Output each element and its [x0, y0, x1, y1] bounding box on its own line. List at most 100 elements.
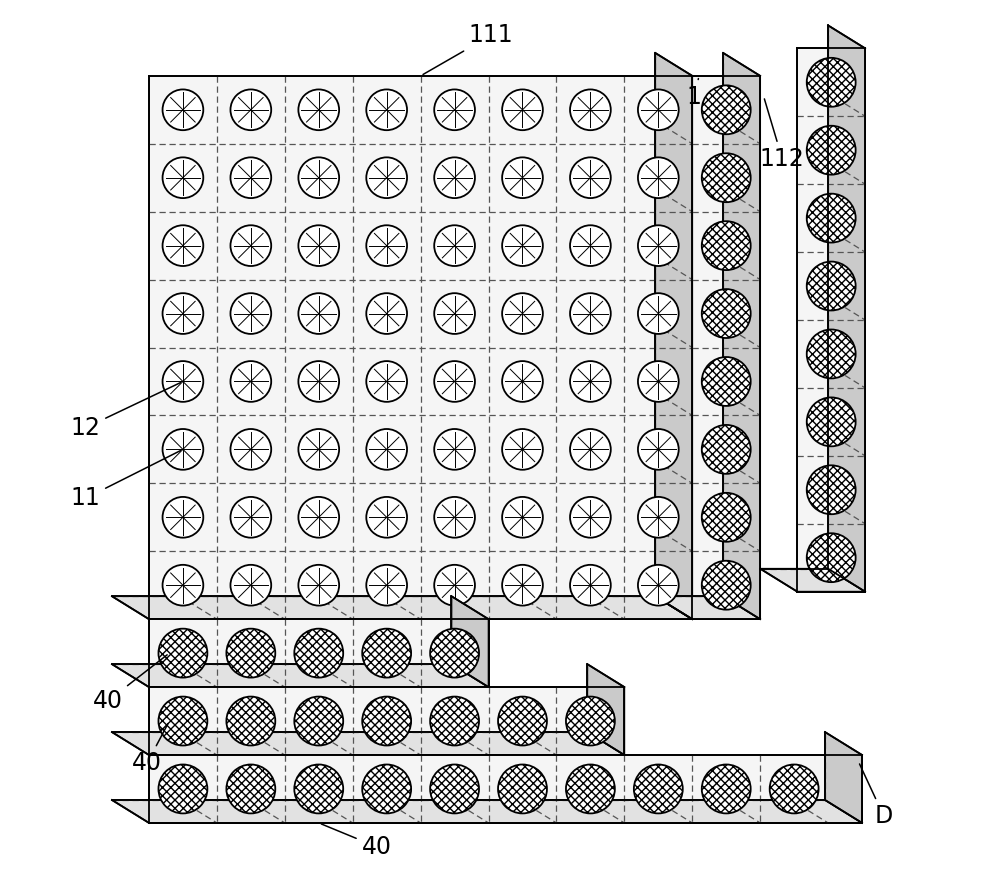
Ellipse shape [158, 765, 207, 813]
Ellipse shape [430, 697, 479, 745]
Ellipse shape [807, 58, 856, 107]
Ellipse shape [434, 225, 475, 266]
Ellipse shape [298, 89, 339, 131]
Polygon shape [723, 53, 760, 619]
Ellipse shape [362, 697, 411, 745]
Text: 112: 112 [760, 99, 805, 171]
Ellipse shape [638, 564, 679, 606]
Ellipse shape [807, 262, 856, 310]
Ellipse shape [366, 429, 407, 470]
Ellipse shape [502, 497, 543, 538]
Ellipse shape [366, 564, 407, 606]
Polygon shape [760, 569, 865, 592]
Ellipse shape [226, 629, 275, 677]
Ellipse shape [502, 293, 543, 334]
Ellipse shape [163, 361, 203, 402]
Polygon shape [587, 664, 624, 755]
Ellipse shape [638, 361, 679, 402]
Text: 111: 111 [423, 23, 513, 74]
Polygon shape [112, 596, 692, 619]
Ellipse shape [226, 697, 275, 745]
Ellipse shape [230, 564, 271, 606]
Ellipse shape [230, 429, 271, 470]
Ellipse shape [702, 153, 751, 202]
Ellipse shape [702, 493, 751, 542]
Ellipse shape [163, 564, 203, 606]
Ellipse shape [502, 157, 543, 198]
Ellipse shape [502, 564, 543, 606]
Ellipse shape [430, 629, 479, 677]
Polygon shape [112, 732, 624, 755]
Ellipse shape [570, 157, 611, 198]
Ellipse shape [570, 361, 611, 402]
Ellipse shape [434, 429, 475, 470]
Polygon shape [451, 596, 489, 687]
Ellipse shape [807, 126, 856, 175]
Ellipse shape [366, 361, 407, 402]
Ellipse shape [298, 157, 339, 198]
Ellipse shape [298, 564, 339, 606]
Ellipse shape [502, 361, 543, 402]
Ellipse shape [570, 497, 611, 538]
Ellipse shape [434, 157, 475, 198]
Ellipse shape [638, 157, 679, 198]
Ellipse shape [366, 497, 407, 538]
Polygon shape [149, 687, 624, 755]
Polygon shape [797, 49, 865, 592]
Ellipse shape [294, 697, 343, 745]
Polygon shape [692, 76, 760, 619]
Ellipse shape [434, 361, 475, 402]
Ellipse shape [163, 157, 203, 198]
Ellipse shape [230, 157, 271, 198]
Ellipse shape [502, 225, 543, 266]
Ellipse shape [807, 330, 856, 378]
Ellipse shape [294, 765, 343, 813]
Ellipse shape [570, 293, 611, 334]
Ellipse shape [702, 561, 751, 609]
Ellipse shape [230, 497, 271, 538]
Ellipse shape [770, 765, 819, 813]
Ellipse shape [502, 89, 543, 131]
Ellipse shape [434, 293, 475, 334]
Ellipse shape [163, 293, 203, 334]
Ellipse shape [158, 629, 207, 677]
Ellipse shape [362, 629, 411, 677]
Ellipse shape [298, 361, 339, 402]
Polygon shape [112, 800, 862, 823]
Ellipse shape [434, 497, 475, 538]
Text: 11: 11 [71, 451, 180, 511]
Ellipse shape [638, 293, 679, 334]
Ellipse shape [163, 497, 203, 538]
Ellipse shape [434, 564, 475, 606]
Text: 40: 40 [132, 723, 168, 775]
Ellipse shape [702, 765, 751, 813]
Ellipse shape [230, 361, 271, 402]
Polygon shape [149, 755, 862, 823]
Polygon shape [149, 619, 489, 687]
Ellipse shape [502, 429, 543, 470]
Ellipse shape [570, 89, 611, 131]
Ellipse shape [638, 429, 679, 470]
Ellipse shape [366, 157, 407, 198]
Ellipse shape [366, 225, 407, 266]
Ellipse shape [702, 86, 751, 134]
Ellipse shape [702, 425, 751, 474]
Ellipse shape [702, 289, 751, 338]
Ellipse shape [362, 765, 411, 813]
Polygon shape [828, 26, 865, 592]
Text: 40: 40 [321, 824, 392, 859]
Polygon shape [825, 732, 862, 823]
Ellipse shape [702, 357, 751, 406]
Polygon shape [655, 53, 692, 619]
Text: D: D [860, 764, 893, 828]
Ellipse shape [570, 429, 611, 470]
Ellipse shape [226, 765, 275, 813]
Ellipse shape [638, 89, 679, 131]
Ellipse shape [702, 221, 751, 270]
Ellipse shape [807, 194, 856, 243]
Polygon shape [655, 596, 760, 619]
Text: 12: 12 [71, 383, 180, 440]
Text: 1: 1 [687, 78, 701, 109]
Text: 40: 40 [93, 654, 167, 714]
Ellipse shape [570, 564, 611, 606]
